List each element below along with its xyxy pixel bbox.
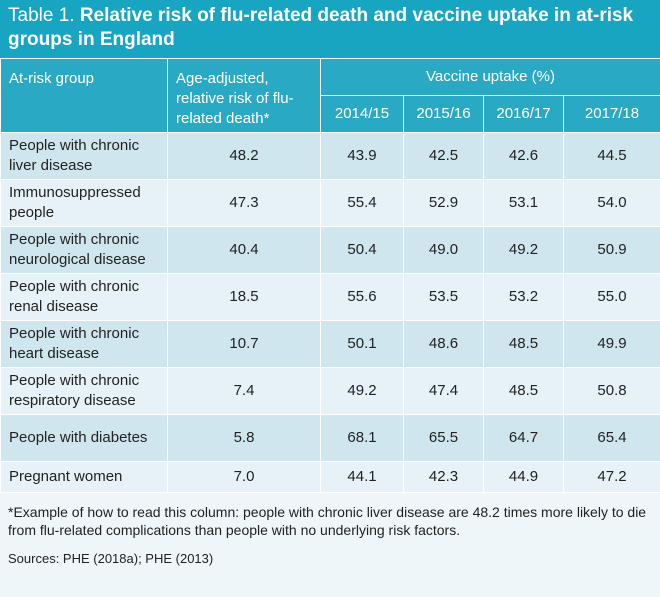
value-cell: 50.4 xyxy=(320,226,404,274)
group-cell: People with chronic renal disease xyxy=(0,273,168,321)
value-cell: 7.4 xyxy=(167,367,321,415)
group-cell: People with chronic heart disease xyxy=(0,320,168,368)
group-cell: People with diabetes xyxy=(0,414,168,462)
value-cell: 48.5 xyxy=(483,320,564,368)
value-cell: 54.0 xyxy=(562,179,660,227)
value-cell: 49.0 xyxy=(403,226,484,274)
value-cell: 44.1 xyxy=(320,461,404,493)
year-header: 2016/17 xyxy=(483,95,564,133)
table-row: People with chronic renal disease 18.5 55.… xyxy=(0,273,660,321)
value-cell: 42.3 xyxy=(403,461,484,493)
value-cell: 40.4 xyxy=(167,226,321,274)
value-cell: 50.9 xyxy=(562,226,660,274)
value-cell: 65.4 xyxy=(562,414,660,462)
value-cell: 48.6 xyxy=(403,320,484,368)
value-cell: 47.2 xyxy=(562,461,660,493)
value-cell: 43.9 xyxy=(320,132,404,180)
value-cell: 49.2 xyxy=(483,226,564,274)
value-cell: 50.8 xyxy=(562,367,660,415)
header-cell: Age-adjusted, relative risk of flu-relat… xyxy=(167,58,321,133)
value-cell: 49.2 xyxy=(320,367,404,415)
group-cell: People with chronic liver disease xyxy=(0,132,168,180)
year-header: 2014/15 xyxy=(320,95,404,133)
value-cell: 55.0 xyxy=(562,273,660,321)
value-cell: 49.9 xyxy=(562,320,660,368)
value-cell: 42.6 xyxy=(483,132,564,180)
value-cell: 52.9 xyxy=(403,179,484,227)
value-cell: 42.5 xyxy=(403,132,484,180)
value-cell: 18.5 xyxy=(167,273,321,321)
value-cell: 53.2 xyxy=(483,273,564,321)
value-cell: 53.5 xyxy=(403,273,484,321)
value-cell: 44.5 xyxy=(562,132,660,180)
value-cell: 68.1 xyxy=(320,414,404,462)
header-cell: Vaccine uptake (%) xyxy=(319,58,660,96)
value-cell: 48.2 xyxy=(167,132,321,180)
value-cell: 55.4 xyxy=(320,179,404,227)
value-cell: 7.0 xyxy=(167,461,321,493)
value-cell: 53.1 xyxy=(483,179,564,227)
table-row: Pregnant women 7.0 44.1 42.3 44.9 47.2 xyxy=(0,461,660,493)
table-row: People with diabetes 5.8 68.1 65.5 64.7 65.4 xyxy=(0,414,660,462)
value-cell: 64.7 xyxy=(483,414,564,462)
year-header: 2017/18 xyxy=(562,95,660,133)
value-cell: 44.9 xyxy=(483,461,564,493)
footnote: *Example of how to read this column: peo… xyxy=(8,504,647,538)
table-row: People with chronic heart disease 10.7 50.… xyxy=(0,320,660,368)
table-row: People with chronic respiratory disease 7… xyxy=(0,367,660,415)
header-cell: At-risk group xyxy=(0,58,168,133)
table-row: Immunosuppressed people 47.3 55.4 52.9 53.1 5… xyxy=(0,179,660,227)
value-cell: 65.5 xyxy=(403,414,484,462)
table-label: Table 1. xyxy=(8,5,75,26)
sources: Sources: PHE (2018a); PHE (2013) xyxy=(8,551,214,566)
value-cell: 47.4 xyxy=(403,367,484,415)
value-cell: 50.1 xyxy=(320,320,404,368)
table-row: People with chronic neurological disease… xyxy=(0,226,660,274)
title-bar: Table 1. Relative risk of flu-related de… xyxy=(0,0,660,58)
value-cell: 47.3 xyxy=(167,179,321,227)
value-cell: 55.6 xyxy=(320,273,404,321)
value-cell: 5.8 xyxy=(167,414,321,462)
data-table: At-risk group Age-adjusted, relative ris… xyxy=(0,58,660,493)
group-cell: Pregnant women xyxy=(0,461,168,493)
table-title: Relative risk of flu-related death and v… xyxy=(8,5,634,50)
group-cell: People with chronic respiratory disease xyxy=(0,367,168,415)
value-cell: 48.5 xyxy=(483,367,564,415)
value-cell: 10.7 xyxy=(167,320,321,368)
year-header: 2015/16 xyxy=(403,95,484,133)
group-cell: People with chronic neurological disease xyxy=(0,226,168,274)
group-cell: Immunosuppressed people xyxy=(0,179,168,227)
table-row: People with chronic liver disease 48.2 43.… xyxy=(0,132,660,180)
